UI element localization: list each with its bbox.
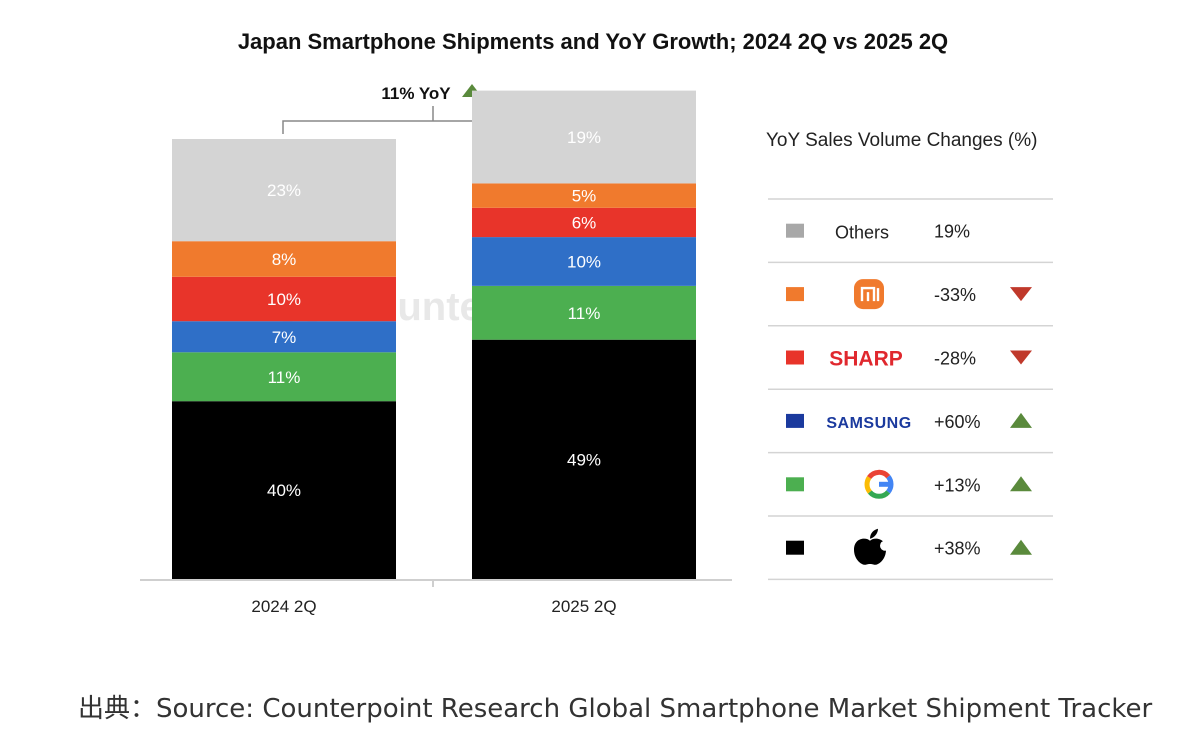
x-axis-labels: 2024 2Q 2025 2Q	[251, 597, 616, 616]
chart: Japan Smartphone Shipments and YoY Growt…	[140, 29, 1053, 616]
trend-up-arrow-icon	[1010, 539, 1032, 555]
legend-swatch-google	[786, 477, 804, 492]
bar-apple-2	[472, 339, 696, 579]
data-label-sharp-1: 10%	[267, 290, 301, 309]
data-label-samsung-1: 7%	[272, 328, 297, 347]
data-label-others-1: 23%	[267, 181, 301, 200]
x-tick-label-1: 2024 2Q	[251, 597, 316, 616]
source-note: 出典：Source: Counterpoint Research Global …	[78, 694, 1153, 724]
chart-title: Japan Smartphone Shipments and YoY Growt…	[238, 29, 948, 54]
bar-google-1	[172, 352, 396, 402]
legend-change-sharp: -28%	[934, 349, 976, 369]
sharp-logo-icon: SHARP	[829, 348, 903, 371]
data-label-xiaomi-2: 5%	[572, 187, 597, 206]
legend-swatch-sharp	[786, 350, 804, 365]
data-label-others-2: 19%	[567, 128, 601, 147]
legend-change-others: 19%	[934, 222, 970, 242]
data-label-apple-1: 40%	[267, 481, 301, 500]
legend-item-samsung: SAMSUNG +60%	[786, 412, 1032, 432]
segment-labels: 40% 11% 7% 10% 8% 23% 49% 11% 10% 6% 5% 19%	[267, 128, 601, 500]
legend-swatch-samsung	[786, 413, 804, 428]
legend-swatch-xiaomi	[786, 287, 804, 302]
data-label-sharp-2: 6%	[572, 214, 597, 233]
legend-change-apple: +38%	[934, 539, 981, 559]
data-label-samsung-2: 10%	[567, 253, 601, 272]
data-label-xiaomi-1: 8%	[272, 250, 297, 269]
legend-item-xiaomi: -33%	[786, 279, 1032, 310]
data-label-apple-2: 49%	[567, 450, 601, 469]
legend-name-others: Others	[835, 223, 889, 243]
legend-change-samsung: +60%	[934, 412, 981, 432]
bar-xiaomi-1	[172, 241, 396, 277]
bar-sharp-2	[472, 207, 696, 238]
x-tick-label-2: 2025 2Q	[551, 597, 616, 616]
yoy-total-label: 11% YoY	[381, 84, 451, 103]
google-logo-icon	[864, 469, 894, 499]
data-label-google-1: 11%	[268, 368, 301, 387]
trend-down-arrow-icon	[1010, 350, 1032, 365]
legend-swatch-apple	[786, 540, 804, 555]
legend-change-xiaomi: -33%	[934, 285, 976, 305]
bar-sharp-1	[172, 276, 396, 322]
bar-samsung-1	[172, 321, 396, 353]
bars	[172, 90, 696, 579]
samsung-logo-icon: SAMSUNG	[826, 415, 911, 432]
bar-samsung-2	[472, 237, 696, 286]
legend-item-apple: +38%	[786, 528, 1032, 565]
bar-others-2	[472, 90, 696, 184]
trend-up-arrow-icon	[1010, 412, 1032, 428]
trend-down-arrow-icon	[1010, 287, 1032, 302]
legend-swatch-others	[786, 223, 804, 238]
legend: Others 19% -33% SHARP -28% SAMSUNG +60% +13% +38…	[768, 198, 1053, 581]
trend-up-arrow-icon	[1010, 476, 1032, 492]
bar-google-2	[472, 286, 696, 340]
legend-item-others: Others 19%	[786, 222, 970, 243]
legend-item-sharp: SHARP -28%	[786, 348, 1032, 371]
bar-xiaomi-2	[472, 183, 696, 208]
data-label-google-2: 11%	[568, 304, 601, 323]
bar-apple-1	[172, 401, 396, 579]
legend-title: YoY Sales Volume Changes (%)	[766, 130, 1037, 151]
bar-others-1	[172, 139, 396, 242]
legend-change-google: +13%	[934, 475, 981, 495]
xiaomi-logo-icon	[854, 279, 884, 310]
legend-item-google: +13%	[786, 469, 1032, 499]
apple-logo-icon	[854, 528, 890, 565]
